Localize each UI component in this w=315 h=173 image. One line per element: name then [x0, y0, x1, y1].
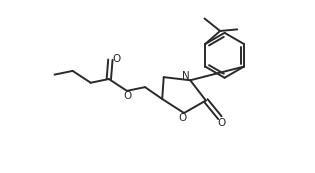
- Text: O: O: [178, 113, 186, 123]
- Text: O: O: [217, 118, 226, 128]
- Text: N: N: [182, 71, 190, 81]
- Text: O: O: [123, 91, 132, 101]
- Text: O: O: [112, 54, 121, 64]
